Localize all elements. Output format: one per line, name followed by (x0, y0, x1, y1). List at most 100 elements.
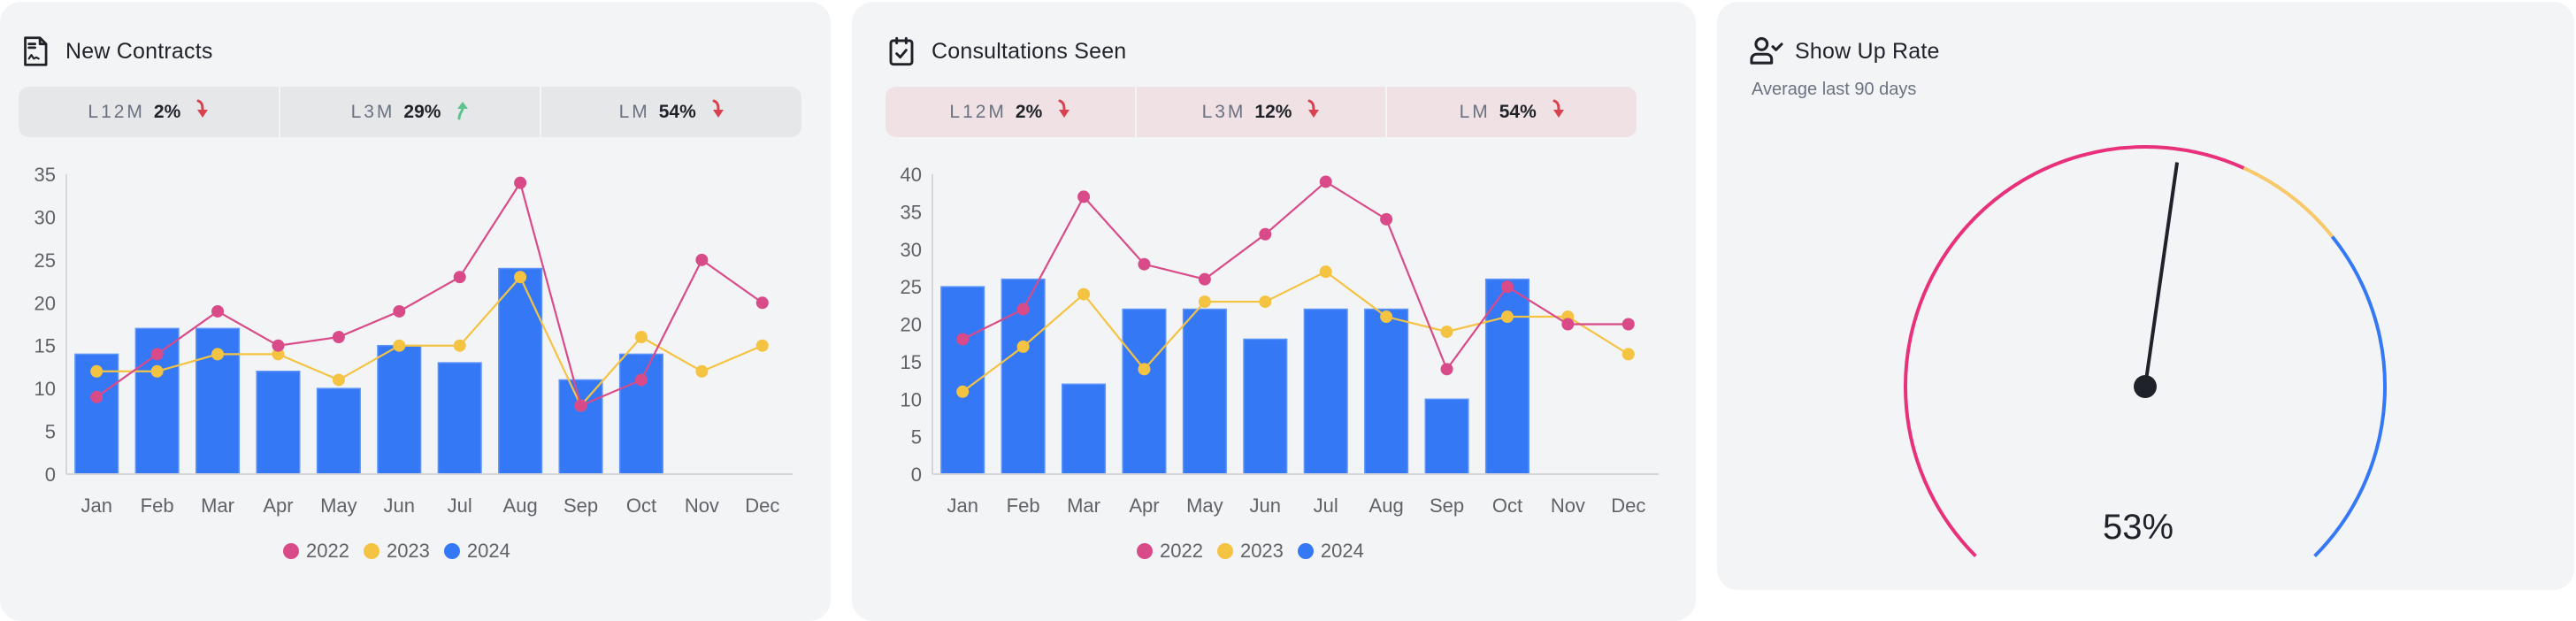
point-2023-jan[interactable] (956, 385, 970, 398)
legend-item-2022[interactable]: 2022 (1137, 540, 1203, 563)
point-2022-aug[interactable] (514, 176, 527, 189)
point-2023-may[interactable] (1198, 295, 1211, 309)
point-2023-mar[interactable] (211, 348, 225, 361)
card-title: Show Up Rate (1795, 38, 1940, 64)
y-tick-label: 30 (34, 206, 56, 228)
legend-label: 2024 (1320, 540, 1364, 562)
point-2023-sep[interactable] (1440, 325, 1453, 338)
bar-2024-jun[interactable] (1243, 338, 1288, 475)
point-2023-oct[interactable] (634, 331, 648, 344)
point-2023-nov[interactable] (695, 364, 709, 378)
point-2023-aug[interactable] (1380, 310, 1393, 324)
card-header: New Contracts (21, 34, 213, 69)
trend-down-icon (195, 99, 209, 126)
bar-2024-aug[interactable] (1364, 308, 1409, 475)
point-2022-dec[interactable] (1622, 318, 1635, 331)
point-2022-sep[interactable] (574, 399, 587, 412)
legend-label: 2022 (1160, 540, 1203, 562)
bar-2024-sep[interactable] (1424, 398, 1469, 475)
gauge-value-label: 53% (2103, 508, 2174, 547)
chart-legend: 2022 2023 2024 (1137, 540, 1378, 563)
stat-chip-l3m: L3M 29% (278, 87, 540, 137)
x-tick-label: Oct (626, 494, 656, 517)
y-tick-label: 25 (901, 276, 922, 298)
x-tick-label: Oct (1492, 494, 1522, 517)
x-tick-label: Aug (1369, 494, 1404, 517)
point-2022-may[interactable] (332, 331, 345, 344)
point-2023-oct[interactable] (1500, 310, 1514, 324)
point-2023-jun[interactable] (1259, 295, 1272, 309)
point-2023-feb[interactable] (1016, 340, 1030, 353)
bar-2024-apr[interactable] (256, 371, 301, 475)
stat-value: 2% (1015, 101, 1043, 122)
point-2022-apr[interactable] (272, 339, 285, 352)
legend-item-2023[interactable]: 2023 (1216, 540, 1284, 563)
point-2022-nov[interactable] (695, 253, 709, 266)
y-tick-label: 40 (901, 164, 922, 186)
stat-label: LM (1459, 101, 1491, 122)
trend-down-icon (1306, 99, 1320, 126)
bar-2024-apr[interactable] (1122, 308, 1167, 475)
bar-2024-oct[interactable] (618, 353, 663, 475)
point-2022-apr[interactable] (1138, 257, 1151, 271)
point-2022-jul[interactable] (453, 271, 466, 284)
show-up-rate-card: Show Up Rate Average last 90 days 53% (1717, 2, 2574, 590)
point-2022-feb[interactable] (1016, 303, 1030, 316)
point-2022-feb[interactable] (150, 348, 164, 361)
point-2023-apr[interactable] (272, 348, 285, 361)
point-2023-dec[interactable] (1622, 348, 1635, 361)
point-2023-jan[interactable] (90, 364, 104, 378)
x-tick-label: Mar (1067, 494, 1100, 517)
stat-value: 54% (1499, 101, 1537, 122)
point-2022-may[interactable] (1198, 272, 1211, 286)
legend-item-2024[interactable]: 2024 (1297, 540, 1364, 563)
point-2023-dec[interactable] (755, 339, 769, 352)
point-2023-mar[interactable] (1077, 288, 1091, 301)
point-2022-jan[interactable] (956, 333, 970, 346)
legend-item-2023[interactable]: 2023 (363, 540, 430, 563)
stat-value: 12% (1254, 101, 1292, 122)
legend-swatch (283, 543, 299, 559)
bar-2024-sep[interactable] (558, 379, 603, 475)
legend-swatch (363, 543, 380, 559)
point-2023-may[interactable] (332, 373, 345, 387)
point-2023-jul[interactable] (1319, 265, 1332, 279)
point-2022-mar[interactable] (1077, 190, 1091, 203)
point-2022-dec[interactable] (755, 296, 769, 310)
point-2022-jan[interactable] (90, 390, 104, 403)
consultations-seen-chart: 0 5 10 15 20 25 30 35 40 Jan Feb Mar Apr May Jun Jul Aug… (901, 164, 1659, 517)
point-2022-oct[interactable] (1500, 280, 1514, 294)
bar-2024-aug[interactable] (498, 267, 543, 475)
point-2022-mar[interactable] (211, 304, 225, 318)
point-2022-sep[interactable] (1440, 363, 1453, 376)
point-2022-oct[interactable] (634, 373, 648, 387)
x-tick-label: Jul (1314, 494, 1338, 517)
point-2023-jun[interactable] (393, 339, 406, 352)
point-2023-feb[interactable] (150, 364, 164, 378)
bar-2024-jul[interactable] (1303, 308, 1348, 475)
point-2022-aug[interactable] (1380, 212, 1393, 226)
bar-2024-mar[interactable] (1062, 383, 1107, 475)
x-tick-label: Jun (384, 494, 415, 517)
point-2022-jun[interactable] (393, 304, 406, 318)
point-2022-nov[interactable] (1561, 318, 1575, 331)
point-2022-jul[interactable] (1319, 175, 1332, 188)
point-2023-aug[interactable] (514, 271, 527, 284)
point-2023-apr[interactable] (1138, 363, 1151, 376)
legend-swatch (1216, 543, 1233, 559)
point-2023-jul[interactable] (453, 339, 466, 352)
legend-swatch (1297, 543, 1314, 559)
legend-item-2022[interactable]: 2022 (283, 540, 349, 563)
x-tick-label: Mar (201, 494, 234, 517)
line-2022 (96, 180, 763, 408)
x-tick-label: Jun (1250, 494, 1281, 517)
bar-2024-may[interactable] (1182, 308, 1227, 475)
bar-2024-may[interactable] (316, 387, 361, 475)
bar-2024-jul[interactable] (437, 362, 482, 475)
x-tick-label: Sep (564, 494, 598, 517)
point-2022-jun[interactable] (1259, 227, 1272, 241)
bar-2024-jun[interactable] (377, 344, 422, 475)
legend-item-2024[interactable]: 2024 (443, 540, 510, 563)
legend-label: 2023 (1239, 540, 1284, 562)
x-tick-label: Apr (1129, 494, 1159, 517)
